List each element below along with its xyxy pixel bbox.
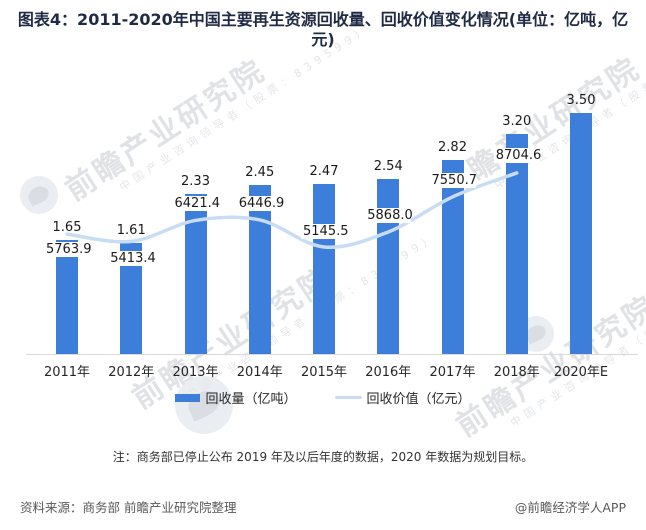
legend-line-swatch-icon (334, 396, 362, 399)
bar-2017年 (441, 159, 464, 354)
bar-value-label: 2.54 (373, 159, 403, 175)
x-tick-label: 2015年 (300, 365, 348, 380)
line-value-label: 8704.6 (493, 147, 542, 163)
x-tick-label: 2018年 (493, 365, 540, 380)
bar-2018年 (505, 133, 528, 354)
bar-2020年E (570, 112, 592, 354)
bar-value-label: 1.65 (52, 220, 82, 236)
bar-value-label: 2.47 (309, 163, 339, 179)
legend-item-recovery-volume: 回收量（亿吨） (175, 388, 297, 407)
bar-value-label: 2.45 (245, 165, 275, 181)
bar-2013年 (184, 193, 207, 354)
bar-value-label: 3.50 (566, 92, 596, 108)
legend-bar-swatch-icon (175, 393, 201, 402)
chart-note: 注：商务部已停止公布 2019 年及以后年度的数据，2020 年数据为规划目标。 (112, 450, 534, 464)
chart-legend: 回收量（亿吨） 回收价值（亿元） (0, 388, 646, 407)
bar-2016年 (377, 179, 400, 354)
bar-value-label: 1.61 (116, 223, 146, 239)
app-credit: @前瞻经济学人APP (514, 500, 626, 515)
line-value-label: 7550.7 (429, 172, 477, 188)
bar-2012年 (120, 243, 143, 354)
legend-item-recovery-value: 回收价值（亿元） (334, 388, 471, 407)
line-value-label: 5413.4 (108, 251, 156, 267)
bar-value-label: 2.82 (438, 139, 467, 155)
line-value-label: 5868.0 (365, 207, 413, 223)
legend-bar-label: 回收量（亿吨） (205, 392, 297, 407)
x-tick-label: 2016年 (365, 365, 412, 380)
x-tick-label: 2011年 (43, 365, 91, 380)
x-tick-label: 2013年 (172, 365, 219, 380)
x-tick-label: 2017年 (429, 365, 476, 380)
x-tick-label: 2012年 (108, 365, 155, 380)
x-tick-label: 2014年 (236, 365, 283, 380)
chart-title: 图表4：2011-2020年中国主要再生资源回收量、回收价值变化情况(单位：亿吨… (17, 10, 629, 49)
legend-line-label: 回收价值（亿元） (366, 392, 471, 407)
line-value-label: 5145.5 (301, 223, 349, 239)
bar-2011年 (56, 240, 78, 354)
source-text: 资料来源：商务部 前瞻产业研究院整理 (20, 500, 237, 515)
line-value-label: 6446.9 (236, 195, 285, 211)
line-value-label: 6421.4 (172, 196, 220, 212)
line-value-label: 5763.9 (44, 242, 92, 258)
bar-value-label: 2.33 (181, 173, 210, 189)
x-tick-label: 2020年E (553, 365, 609, 380)
x-axis-line (26, 354, 638, 355)
bar-value-label: 3.20 (502, 113, 532, 129)
bar-2015年 (313, 183, 335, 354)
